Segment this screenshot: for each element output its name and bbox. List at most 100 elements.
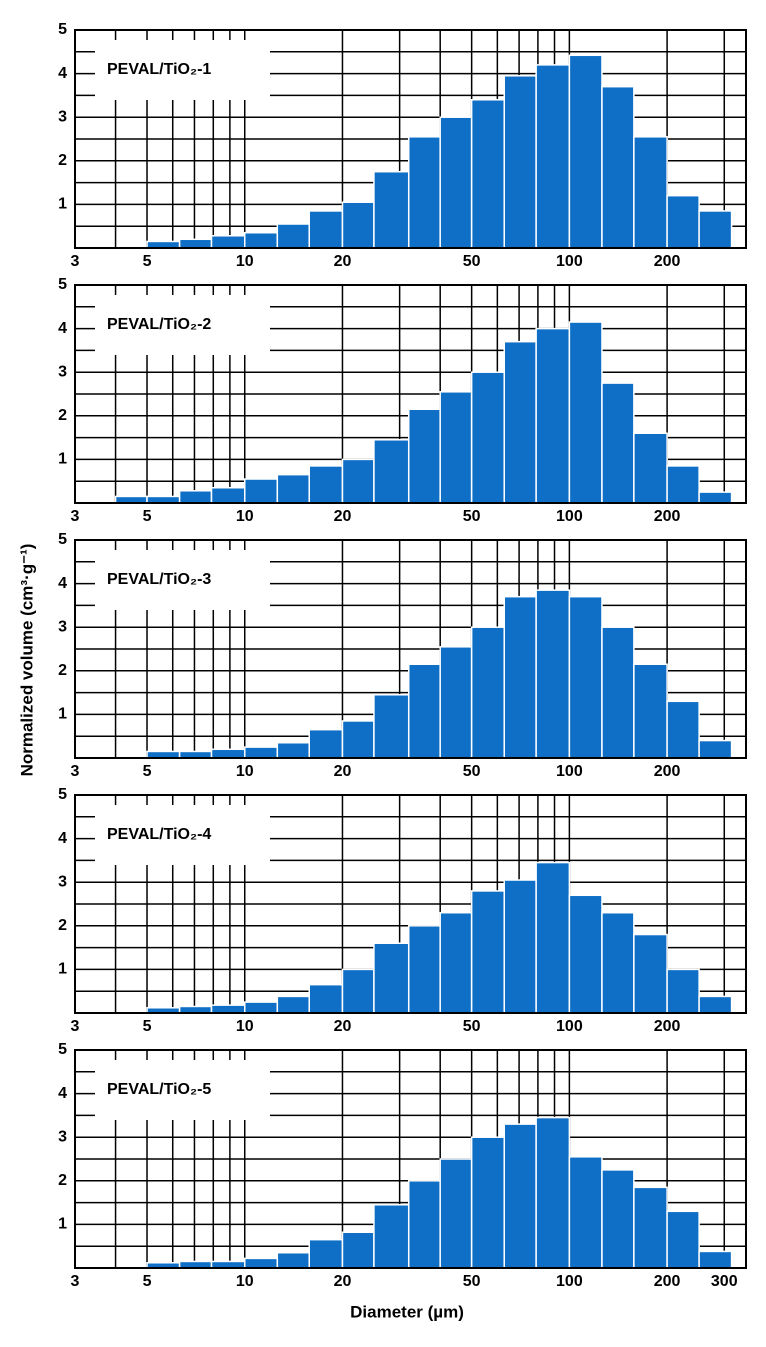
bar: [308, 465, 344, 504]
bar: [633, 1186, 668, 1269]
bar: [243, 1257, 279, 1269]
plot-frame: [74, 284, 747, 504]
label-box: [95, 40, 270, 100]
bar: [503, 340, 537, 504]
x-tick-label: 200: [654, 1018, 681, 1035]
y-tick-label: 1: [58, 706, 67, 723]
label-box: [95, 295, 270, 355]
bar: [341, 968, 375, 1014]
bar: [276, 223, 310, 249]
bar: [470, 626, 505, 759]
y-tick-label: 1: [58, 451, 67, 468]
x-tick-label: 20: [334, 508, 352, 525]
bar: [308, 210, 344, 249]
y-tick-label: 1: [58, 196, 67, 213]
bar: [503, 879, 537, 1014]
bar: [503, 595, 537, 759]
label-box: [95, 1060, 270, 1120]
panel-label: PEVAL/TiO₂-5: [107, 1081, 211, 1098]
bar: [601, 85, 635, 249]
bar: [308, 983, 344, 1014]
bar: [373, 942, 410, 1014]
bar: [535, 1116, 571, 1269]
bar: [373, 170, 410, 249]
bar: [666, 968, 700, 1014]
bar: [568, 54, 603, 249]
y-axis-label: Normalized volume (cm³·g⁻¹): [17, 544, 36, 777]
bar: [373, 439, 410, 504]
bar: [633, 136, 668, 249]
y-tick-label: 3: [58, 873, 67, 890]
y-tick-label: 4: [58, 320, 67, 337]
x-tick-label: 50: [463, 253, 481, 270]
bar: [178, 238, 213, 249]
y-tick-label: 3: [58, 108, 67, 125]
bar: [341, 1231, 375, 1269]
bar: [503, 75, 537, 249]
bar: [568, 321, 603, 504]
bar: [698, 995, 733, 1014]
bar: [470, 890, 505, 1014]
x-tick-label: 3: [71, 1018, 80, 1035]
x-tick-label: 10: [236, 508, 254, 525]
bar: [470, 371, 505, 504]
bar: [407, 1180, 441, 1269]
bar: [470, 1136, 505, 1269]
y-tick-label: 3: [58, 363, 67, 380]
x-tick-label: 50: [463, 508, 481, 525]
label-box: [95, 550, 270, 610]
bar: [535, 64, 571, 249]
y-tick-label: 4: [58, 65, 67, 82]
bar: [698, 210, 733, 249]
bar: [373, 1204, 410, 1269]
x-tick-label: 5: [143, 763, 152, 780]
y-tick-label: 5: [58, 531, 67, 548]
x-tick-label: 5: [143, 1273, 152, 1290]
x-tick-label: 10: [236, 1018, 254, 1035]
bar: [503, 1123, 537, 1269]
plot-frame: [74, 794, 747, 1014]
x-tick-label: 50: [463, 763, 481, 780]
bar: [308, 1238, 344, 1269]
bar: [210, 1004, 246, 1014]
x-tick-label: 200: [654, 763, 681, 780]
bar: [633, 432, 668, 504]
x-tick-label: 200: [654, 508, 681, 525]
y-tick-label: 5: [58, 1041, 67, 1058]
x-tick-label: 5: [143, 508, 152, 525]
panel-label: PEVAL/TiO₂-4: [107, 826, 211, 843]
bar: [178, 490, 213, 504]
bar: [535, 327, 571, 504]
x-tick-label: 20: [334, 1018, 352, 1035]
y-tick-label: 2: [58, 152, 67, 169]
y-tick-label: 1: [58, 961, 67, 978]
bar: [341, 720, 375, 759]
bar: [535, 589, 571, 759]
bar: [439, 646, 473, 759]
x-tick-label: 3: [71, 763, 80, 780]
bar: [243, 231, 279, 249]
bar: [243, 1001, 279, 1014]
x-tick-label: 20: [334, 253, 352, 270]
y-tick-label: 4: [58, 830, 67, 847]
x-tick-label: 300: [711, 1273, 738, 1290]
bar: [373, 694, 410, 759]
plot-frame: [74, 29, 747, 249]
y-tick-label: 1: [58, 1216, 67, 1233]
bar: [568, 595, 603, 759]
bar: [210, 748, 246, 759]
bar: [535, 861, 571, 1014]
x-tick-label: 50: [463, 1018, 481, 1035]
plot-frame: [74, 1049, 747, 1269]
bar: [666, 465, 700, 504]
y-tick-label: 5: [58, 21, 67, 38]
bar: [341, 458, 375, 504]
bar: [568, 894, 603, 1014]
bar: [601, 626, 635, 759]
y-tick-label: 2: [58, 1172, 67, 1189]
bar: [210, 235, 246, 249]
x-tick-label: 200: [654, 253, 681, 270]
bar: [276, 1251, 310, 1269]
bar: [276, 741, 310, 759]
